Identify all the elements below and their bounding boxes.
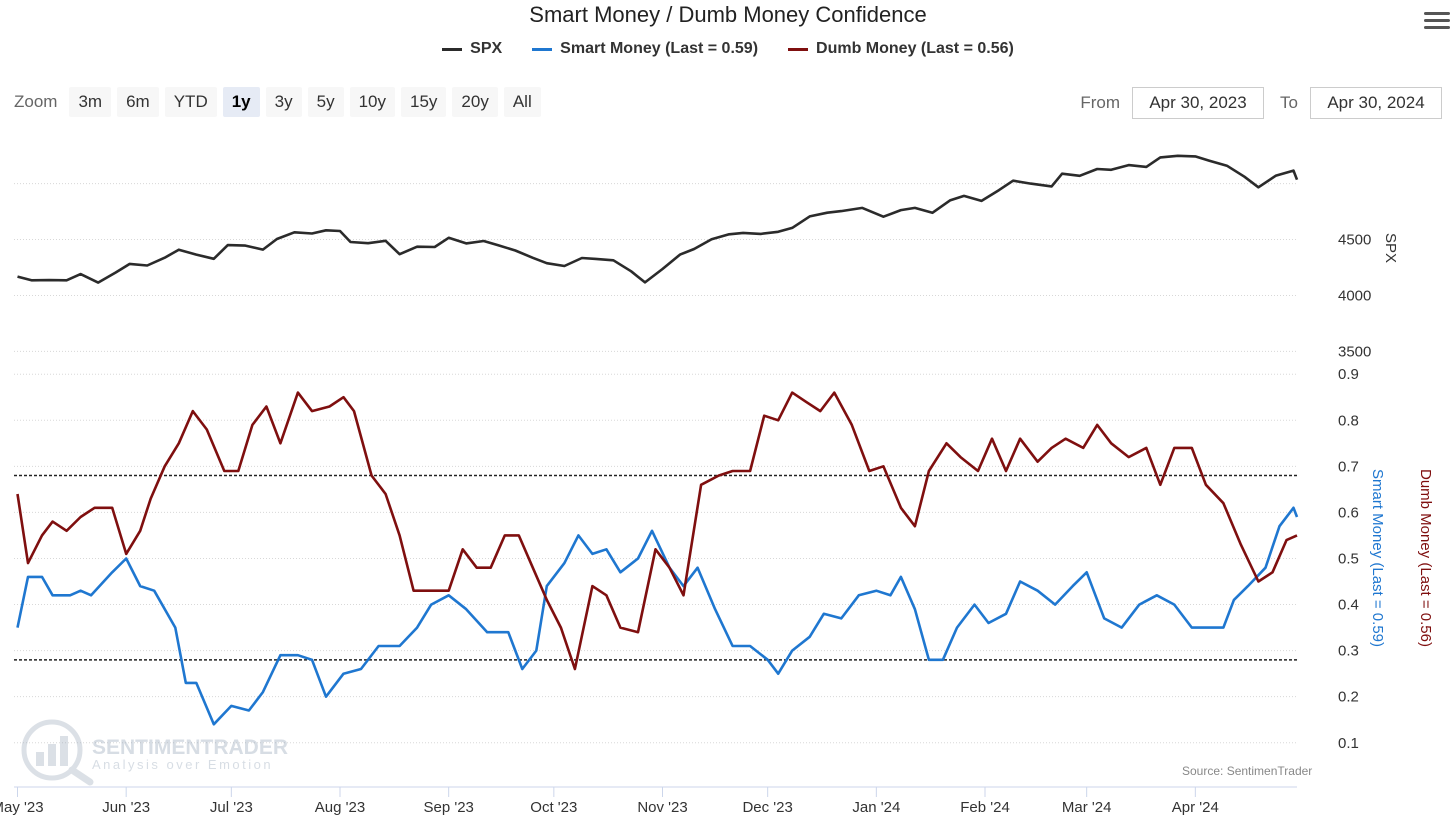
x-tick-label: Dec '23 [742,799,792,816]
spx-tick-label: 3500 [1338,343,1371,360]
watermark-bar-2 [48,744,56,766]
spx-tick-label: 4000 [1338,287,1371,304]
zoom-button-3m[interactable]: 3m [69,87,112,117]
spx-tick-label: 4500 [1338,232,1371,249]
legend-item-spx[interactable]: SPX [442,40,502,58]
zoom-label: Zoom [14,92,58,111]
from-date-input[interactable] [1132,87,1265,119]
watermark-logo-icon [21,719,83,781]
date-range-selector: From To [1064,87,1442,119]
conf-tick-label: 0.5 [1338,550,1359,567]
conf-tick-label: 0.2 [1338,689,1359,706]
zoom-button-ytd[interactable]: YTD [164,87,217,117]
legend: SPX Smart Money (Last = 0.59) Dumb Money… [0,40,1456,58]
series-line-dumb-money [16,391,1298,671]
watermark-magnifier-handle [68,766,94,786]
x-tick-label: Oct '23 [530,799,577,816]
x-tick-label: Jan '24 [852,799,900,816]
series-line-smart-money [16,506,1299,726]
legend-label-spx: SPX [470,40,503,57]
legend-swatch-spx [442,47,463,51]
legend-swatch-dumb-money [788,47,809,51]
x-tick-label: Jul '23 [210,799,253,816]
axes: May '23 Jun '23 Jul '23 Aug '23 Sep '23 Oct '… [0,232,1434,816]
smart-money-axis-title: Smart Money (Last = 0.59) [1369,469,1386,647]
grid-lines [14,183,1297,744]
legend-label-dumb-money: Dumb Money (Last = 0.56) [816,40,1014,57]
to-date-input[interactable] [1310,87,1442,119]
zoom-button-6m[interactable]: 6m [117,87,159,117]
conf-tick-label: 0.3 [1338,643,1359,660]
from-label: From [1080,93,1121,112]
zoom-button-1y[interactable]: 1y [222,87,260,117]
x-tick-label: May '23 [0,799,44,816]
to-label: To [1280,93,1298,112]
conf-tick-label: 0.7 [1338,458,1359,475]
x-tick-label: Mar '24 [1062,799,1112,816]
zoom-button-20y[interactable]: 20y [452,87,498,117]
conf-tick-label: 0.1 [1338,735,1359,752]
legend-swatch-smart-money [532,47,553,51]
legend-label-smart-money: Smart Money (Last = 0.59) [560,40,759,57]
watermark-bar-1 [36,752,44,766]
watermark-bar-3 [60,736,68,766]
watermark: SENTIMENTRADER Analysis over Emotion [21,719,288,786]
zoom-button-5y[interactable]: 5y [307,87,344,117]
zoom-button-15y[interactable]: 15y [401,87,447,117]
conf-tick-label: 0.4 [1338,597,1359,614]
chart-title: Smart Money / Dumb Money Confidence [529,2,927,27]
x-tick-label: Aug '23 [315,799,365,816]
hamburger-menu-icon[interactable] [1424,8,1450,34]
legend-item-dumb-money[interactable]: Dumb Money (Last = 0.56) [788,40,1014,58]
x-tick-label: Apr '24 [1172,799,1219,816]
legend-item-smart-money[interactable]: Smart Money (Last = 0.59) [532,40,758,58]
dumb-money-axis-title: Dumb Money (Last = 0.56) [1417,469,1434,647]
reference-lines [14,474,1297,661]
x-tick-label: Nov '23 [637,799,687,816]
x-tick-label: Jun '23 [102,799,150,816]
x-tick-label: Sep '23 [423,799,473,816]
watermark-brand: SENTIMENTRADER [92,736,288,759]
series-lines [16,154,1299,726]
zoom-toolbar: Zoom 3m 6m YTD 1y 3y 5y 10y 15y 20y All [14,87,541,117]
zoom-button-10y[interactable]: 10y [349,87,395,117]
zoom-button-3y[interactable]: 3y [265,87,302,117]
series-line-spx [17,154,1299,284]
zoom-button-all[interactable]: All [503,87,541,117]
conf-tick-label: 0.8 [1338,412,1359,429]
conf-tick-label: 0.9 [1338,366,1359,383]
spx-axis-title: SPX [1382,233,1399,263]
conf-tick-label: 0.6 [1338,504,1359,521]
x-tick-label: Feb '24 [960,799,1010,816]
source-note: Source: SentimenTrader [1182,764,1312,778]
watermark-tagline: Analysis over Emotion [92,757,273,772]
